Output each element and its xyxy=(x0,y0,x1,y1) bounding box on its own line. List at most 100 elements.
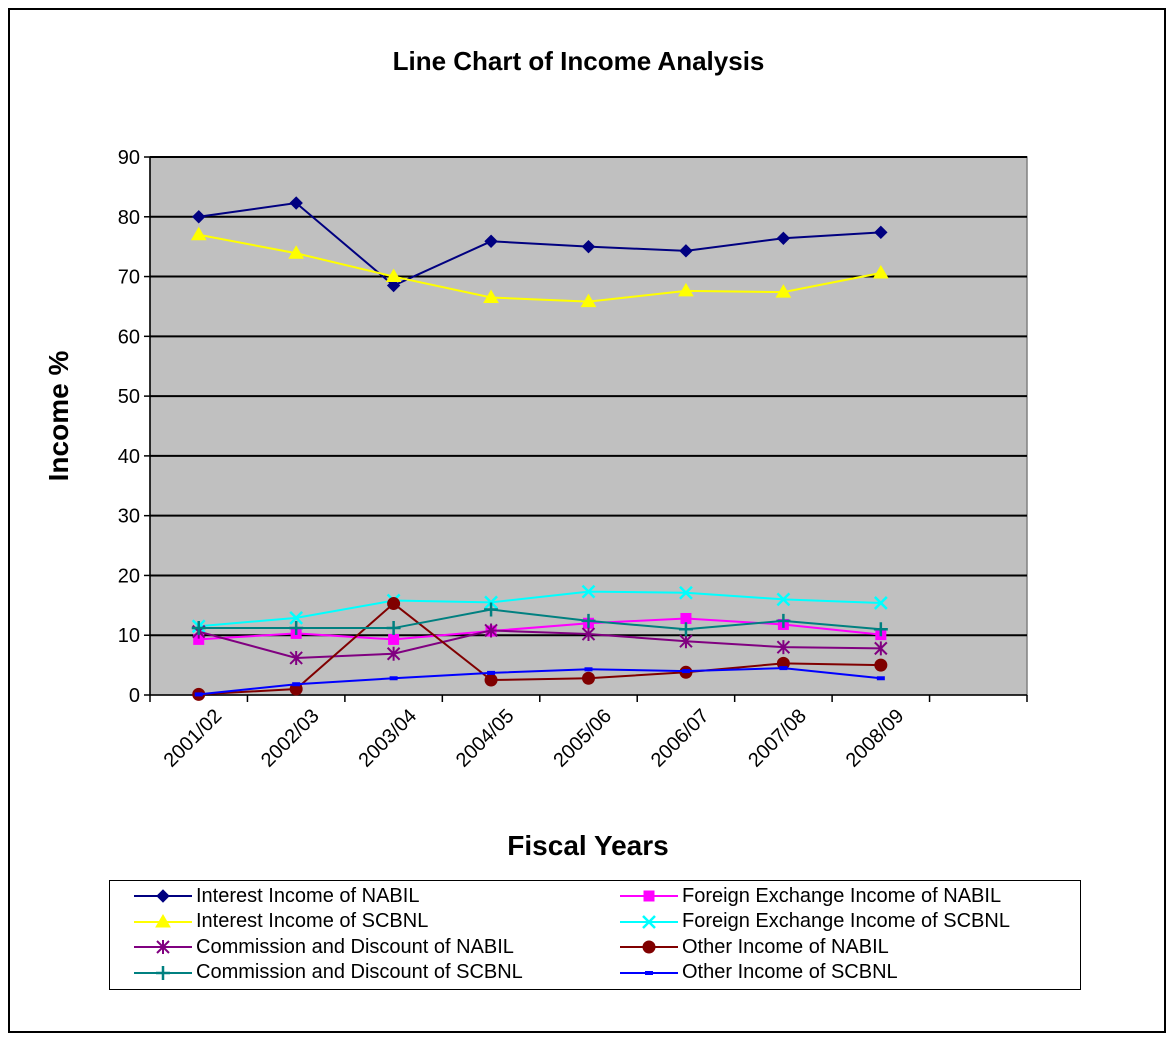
data-point xyxy=(487,670,496,675)
legend-item: Interest Income of SCBNL xyxy=(134,910,428,934)
y-axis-title: Income % xyxy=(43,351,74,482)
data-point xyxy=(776,640,791,655)
x-tick-label: 2007/08 xyxy=(744,705,811,772)
data-point xyxy=(872,264,889,279)
series-line xyxy=(198,201,881,287)
data-point xyxy=(484,623,498,638)
data-point xyxy=(581,613,596,628)
series-3 xyxy=(191,584,888,634)
data-point xyxy=(386,278,401,293)
data-point xyxy=(191,621,206,636)
data-point xyxy=(292,682,301,687)
data-point xyxy=(582,671,595,685)
y-tick-label: 70 xyxy=(118,267,140,289)
data-point xyxy=(779,666,788,671)
data-point xyxy=(776,231,791,246)
legend-item: Interest Income of NABIL xyxy=(134,884,419,908)
series-7 xyxy=(194,666,885,697)
legend-swatch xyxy=(134,965,192,980)
data-point xyxy=(874,641,888,656)
legend-marker xyxy=(156,889,170,903)
data-point xyxy=(679,585,693,600)
data-point xyxy=(680,612,692,624)
legend-label: Foreign Exchange Income of NABIL xyxy=(682,884,1002,907)
data-point xyxy=(288,245,305,259)
legend-swatch xyxy=(620,970,678,975)
data-point xyxy=(678,282,694,297)
data-point xyxy=(876,676,885,681)
data-point xyxy=(386,621,401,636)
legend-label: Interest Income of SCBNL xyxy=(196,910,429,932)
x-tick-label: 2001/02 xyxy=(160,705,227,772)
y-tick-label: 10 xyxy=(118,625,140,647)
series-line xyxy=(198,667,881,696)
x-axis-title: Fiscal Years xyxy=(507,830,668,861)
data-point xyxy=(874,658,888,672)
data-point xyxy=(192,210,206,224)
data-point xyxy=(289,650,303,665)
data-point xyxy=(387,597,401,611)
legend-label: Other Income of SCBNL xyxy=(682,961,898,983)
data-point xyxy=(776,592,791,607)
series-6 xyxy=(191,602,888,637)
legend-label: Commission and Discount of NABIL xyxy=(196,935,514,958)
data-point xyxy=(289,611,304,625)
data-point xyxy=(389,676,398,681)
x-tick-label: 2002/03 xyxy=(257,705,324,772)
x-tick-label: 2004/05 xyxy=(452,705,519,772)
legend-marker xyxy=(643,890,655,902)
series-line xyxy=(198,602,881,696)
x-tick-label: 2006/07 xyxy=(647,705,714,772)
x-tick-label: 2008/09 xyxy=(842,705,909,772)
legend-item: Other Income of SCBNL xyxy=(620,961,898,985)
data-point xyxy=(581,627,596,642)
series-line xyxy=(198,629,881,659)
chart-frame: Line Chart of Income Analysis 0 10 20 30 40 50… xyxy=(8,8,1166,1033)
data-point xyxy=(679,244,693,258)
data-point xyxy=(873,596,888,610)
legend-marker xyxy=(645,970,653,975)
legend-label: Interest Income of NABIL xyxy=(196,884,420,907)
data-point xyxy=(386,646,401,661)
legend-label: Other Income of NABIL xyxy=(682,935,889,958)
legend-label: Commission and Discount of SCBNL xyxy=(196,961,523,983)
legend-swatch xyxy=(134,940,192,954)
data-point xyxy=(776,613,791,628)
legend-marker xyxy=(156,940,170,954)
data-point xyxy=(484,234,498,248)
data-point xyxy=(484,595,498,610)
y-tick-label: 60 xyxy=(118,326,140,348)
legend-marker xyxy=(156,965,170,980)
data-point xyxy=(775,284,792,298)
series-line xyxy=(198,590,881,628)
data-point xyxy=(678,622,693,637)
legend-item: Other Income of NABIL xyxy=(620,935,889,959)
y-tick-label: 0 xyxy=(129,685,140,707)
data-point xyxy=(581,239,596,254)
legend-marker xyxy=(642,940,656,954)
legend-label: Foreign Exchange Income of SCBNL xyxy=(682,910,1010,932)
data-point xyxy=(679,634,693,649)
data-point xyxy=(190,226,207,241)
data-point xyxy=(874,225,888,240)
data-point xyxy=(581,584,596,599)
line-chart: Line Chart of Income Analysis 0 10 20 30 40 50… xyxy=(43,46,1028,861)
legend-item: Foreign Exchange Income of SCBNL xyxy=(620,910,1010,934)
data-point xyxy=(484,602,499,617)
data-point xyxy=(385,268,402,283)
data-point xyxy=(194,692,203,697)
data-point xyxy=(873,622,888,637)
data-point xyxy=(584,667,593,672)
y-tick-label: 30 xyxy=(118,506,140,528)
series-line xyxy=(198,608,881,631)
y-tick-label: 40 xyxy=(118,446,140,468)
data-point xyxy=(681,669,690,674)
series-2 xyxy=(190,226,889,308)
legend-marker xyxy=(155,913,171,927)
legend-item: Foreign Exchange Income of NABIL xyxy=(620,884,1001,908)
y-tick-label: 80 xyxy=(118,207,140,229)
legend-swatch xyxy=(620,940,678,954)
legend-swatch xyxy=(620,914,678,929)
legend-marker xyxy=(642,914,656,929)
legend: Interest Income of NABIL Foreign Exchange… xyxy=(109,880,1081,990)
